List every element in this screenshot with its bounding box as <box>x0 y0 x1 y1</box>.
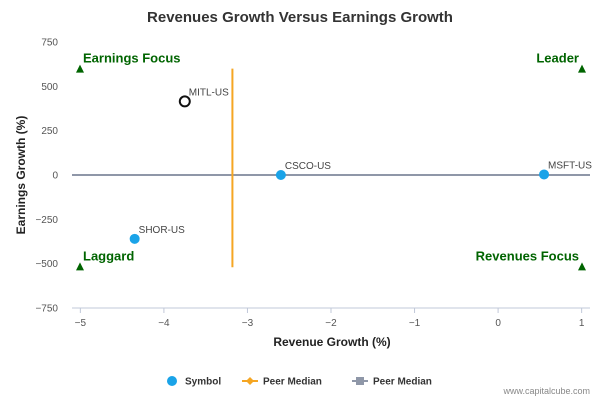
legend-item: Symbol <box>167 376 221 388</box>
peer-median-lines <box>72 68 590 268</box>
legend-item: Peer Median <box>242 377 322 388</box>
data-points: MITL-US CSCO-US MSFT-US SHOR-US <box>129 87 592 244</box>
legend-label: Peer Median <box>373 377 432 388</box>
data-point-label: CSCO-US <box>285 161 331 172</box>
y-tick-label: 0 <box>52 171 58 182</box>
y-tick-label: 750 <box>41 38 58 49</box>
legend-item: Peer Median <box>352 377 432 388</box>
x-tick-label: −3 <box>242 318 254 329</box>
data-point <box>129 233 140 244</box>
quadrant-markers: Earnings Focus Leader Laggard Revenues Focu… <box>76 51 586 271</box>
footer-credit: www.capitalcube.com <box>502 386 590 396</box>
x-tick-label: 1 <box>579 318 585 329</box>
x-axis-title: Revenue Growth (%) <box>273 335 390 349</box>
chart-title: Revenues Growth Versus Earnings Growth <box>147 9 453 26</box>
y-tick-label: −250 <box>35 215 58 226</box>
legend-marker-diamond <box>246 377 254 385</box>
quadrant-triangle-marker <box>578 64 586 73</box>
data-point <box>275 170 286 180</box>
legend-label: Peer Median <box>263 377 322 388</box>
quadrant-label: Revenues Focus <box>476 248 579 263</box>
y-tick-label: −500 <box>35 259 58 270</box>
x-tick-label: −2 <box>325 318 337 329</box>
quadrant-triangle-marker <box>578 262 586 271</box>
data-point <box>178 95 191 108</box>
legend-label: Symbol <box>185 377 221 388</box>
data-point-label: MSFT-US <box>548 160 592 171</box>
x-tick-label: −1 <box>409 318 421 329</box>
quadrant-label: Laggard <box>83 248 134 263</box>
data-point-label: MITL-US <box>189 87 229 98</box>
data-point-label: SHOR-US <box>139 225 185 236</box>
y-tick-label: −750 <box>35 304 58 315</box>
y-axis-title: Earnings Growth (%) <box>14 116 28 235</box>
quadrant-triangle-marker <box>76 64 84 73</box>
quadrant-label: Leader <box>536 51 579 66</box>
legend: Symbol Peer Median Peer Median <box>167 376 432 388</box>
plot-axes: −5 −4 −3 −2 −1 0 1 −750 −500 −250 0 250 500 750 <box>35 38 590 329</box>
quadrant-label: Earnings Focus <box>83 51 181 66</box>
y-tick-label: 250 <box>41 126 58 137</box>
x-tick-label: −4 <box>158 318 170 329</box>
y-tick-label: 500 <box>41 82 58 93</box>
legend-marker-circle <box>167 376 177 386</box>
legend-marker-square <box>356 377 364 385</box>
x-tick-label: 0 <box>495 318 501 329</box>
quadrant-triangle-marker <box>76 262 84 271</box>
data-point <box>539 169 550 180</box>
x-tick-label: −5 <box>75 318 87 329</box>
